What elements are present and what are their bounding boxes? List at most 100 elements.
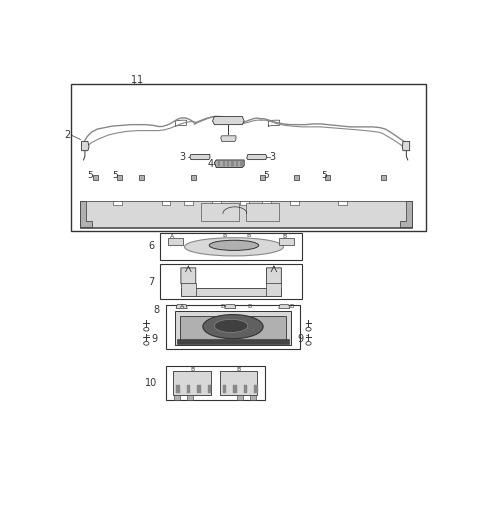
Bar xyxy=(93,175,98,180)
Polygon shape xyxy=(181,268,196,286)
Text: B: B xyxy=(220,304,224,309)
Bar xyxy=(166,305,300,349)
Bar xyxy=(231,161,234,166)
Ellipse shape xyxy=(306,342,311,345)
Bar xyxy=(227,161,229,166)
Text: 1: 1 xyxy=(137,75,143,86)
Text: B: B xyxy=(289,304,294,309)
Text: 5: 5 xyxy=(112,171,118,180)
Bar xyxy=(254,385,258,393)
Ellipse shape xyxy=(215,319,248,332)
Text: 9: 9 xyxy=(297,333,303,344)
Text: 10: 10 xyxy=(145,378,157,388)
Polygon shape xyxy=(184,201,193,205)
Bar xyxy=(187,385,190,393)
Bar xyxy=(208,385,211,393)
Polygon shape xyxy=(213,116,244,124)
Polygon shape xyxy=(215,160,244,167)
Text: B: B xyxy=(222,232,226,238)
Text: 4: 4 xyxy=(207,159,214,168)
Bar xyxy=(223,385,226,393)
Polygon shape xyxy=(202,203,239,221)
Bar xyxy=(168,238,183,245)
Text: 2: 2 xyxy=(64,130,71,140)
Polygon shape xyxy=(266,284,281,296)
Bar xyxy=(177,338,289,344)
Text: A: A xyxy=(180,304,184,309)
Ellipse shape xyxy=(144,327,149,331)
Text: B: B xyxy=(190,367,194,372)
Bar xyxy=(175,311,290,345)
Bar xyxy=(177,385,180,393)
Bar xyxy=(187,395,193,400)
Polygon shape xyxy=(247,155,267,160)
Polygon shape xyxy=(266,268,281,286)
Bar xyxy=(220,371,257,395)
Bar xyxy=(139,175,144,180)
Ellipse shape xyxy=(209,240,259,250)
Bar xyxy=(191,175,196,180)
Bar xyxy=(233,385,237,393)
Polygon shape xyxy=(290,201,299,205)
Polygon shape xyxy=(81,214,411,228)
Text: 5: 5 xyxy=(88,171,94,180)
Bar xyxy=(197,385,201,393)
Ellipse shape xyxy=(306,327,311,331)
Polygon shape xyxy=(279,305,290,308)
Polygon shape xyxy=(246,203,279,221)
Polygon shape xyxy=(240,201,249,205)
Bar xyxy=(294,175,299,180)
Polygon shape xyxy=(338,201,347,205)
Ellipse shape xyxy=(144,342,149,345)
Polygon shape xyxy=(181,284,196,296)
Polygon shape xyxy=(162,201,170,205)
Polygon shape xyxy=(225,305,236,308)
Bar xyxy=(160,233,302,260)
Polygon shape xyxy=(82,141,89,151)
Bar xyxy=(238,395,243,400)
Bar xyxy=(325,175,330,180)
Bar xyxy=(236,161,238,166)
Text: 9: 9 xyxy=(152,333,157,344)
Text: 5: 5 xyxy=(321,171,327,180)
Text: A: A xyxy=(169,233,174,239)
Bar xyxy=(218,161,220,166)
Polygon shape xyxy=(262,201,271,205)
Bar xyxy=(117,175,122,180)
Text: 3: 3 xyxy=(269,153,275,162)
Polygon shape xyxy=(221,136,236,141)
Ellipse shape xyxy=(184,238,283,256)
Ellipse shape xyxy=(203,314,263,339)
Bar xyxy=(71,84,426,231)
Bar xyxy=(240,161,243,166)
Bar xyxy=(173,371,211,395)
Bar xyxy=(160,264,302,300)
Text: 3: 3 xyxy=(180,153,186,162)
Text: 5: 5 xyxy=(264,171,269,180)
Polygon shape xyxy=(81,201,411,227)
Polygon shape xyxy=(400,201,411,227)
Polygon shape xyxy=(190,155,210,160)
Text: B: B xyxy=(247,304,251,309)
Bar xyxy=(260,175,265,180)
Polygon shape xyxy=(81,201,92,227)
Text: 6: 6 xyxy=(148,241,154,251)
Bar xyxy=(381,175,386,180)
Text: B: B xyxy=(236,367,240,372)
Text: 7: 7 xyxy=(148,277,154,287)
Bar xyxy=(251,395,256,400)
Bar xyxy=(244,385,247,393)
Bar xyxy=(180,316,286,341)
Text: B: B xyxy=(283,233,287,239)
Bar xyxy=(223,161,225,166)
Polygon shape xyxy=(181,288,281,296)
Polygon shape xyxy=(113,201,122,205)
Bar xyxy=(279,238,294,245)
Polygon shape xyxy=(212,201,221,205)
Text: 8: 8 xyxy=(154,305,160,315)
Polygon shape xyxy=(402,141,410,151)
Bar xyxy=(166,367,264,400)
Text: 1: 1 xyxy=(132,75,137,86)
Bar xyxy=(174,395,180,400)
Polygon shape xyxy=(176,305,187,308)
